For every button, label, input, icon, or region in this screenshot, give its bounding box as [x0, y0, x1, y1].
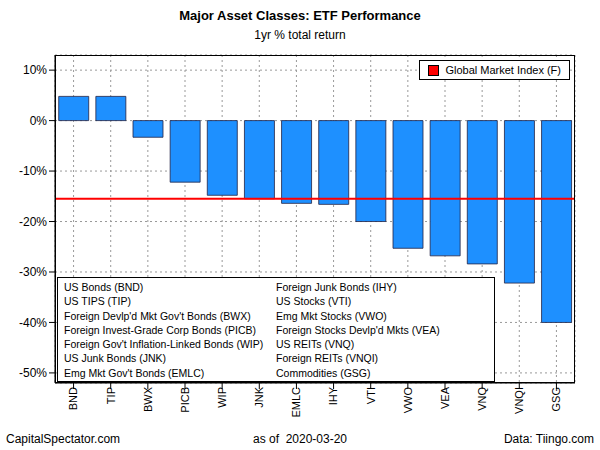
svg-text:IHY: IHY: [327, 386, 339, 405]
html-text:Foreign REITs (VNQI): Foreign REITs (VNQI): [276, 352, 379, 365]
svg-text:PICB: PICB: [179, 387, 191, 413]
svg-text:-10%: -10%: [19, 164, 47, 178]
svg-text:VWO: VWO: [402, 387, 414, 414]
html-text:US Stocks (VTI): US Stocks (VTI): [276, 295, 352, 308]
svg-text:BWX: BWX: [142, 386, 154, 412]
svg-text:JNK: JNK: [253, 386, 265, 407]
svg-text:TIP: TIP: [105, 387, 117, 404]
html-text:Data: Tiingo.com: Data: Tiingo.com: [504, 432, 594, 446]
html-text:Foreign Invest-Grade Corp Bond: Foreign Invest-Grade Corp Bonds (PICB): [64, 323, 256, 336]
svg-text:-20%: -20%: [19, 215, 47, 229]
svg-text:EMLC: EMLC: [290, 387, 302, 418]
svg-text:GSG: GSG: [550, 387, 562, 411]
html-text:US Junk Bonds (JNK): US Junk Bonds (JNK): [64, 352, 167, 365]
html-text:Major Asset Classes: ETF Perfo: Major Asset Classes: ETF Performance: [179, 8, 421, 23]
svg-text:VNQI: VNQI: [513, 387, 525, 414]
html-text:Emg Mkt Stocks (VWO): Emg Mkt Stocks (VWO): [276, 309, 387, 322]
html-text:Global Market Index (F): Global Market Index (F): [445, 64, 561, 76]
html-text:1yr % total return: 1yr % total return: [254, 28, 346, 42]
html-text:Foreign Junk Bonds (IHY): Foreign Junk Bonds (IHY): [276, 281, 397, 293]
html-text:Foreign Stocks Devlp'd Mkts (V: Foreign Stocks Devlp'd Mkts (VEA): [276, 323, 440, 336]
html-text:Foreign Devlp'd Mkt Gov't Bond: Foreign Devlp'd Mkt Gov't Bonds (BWX): [64, 309, 251, 322]
html-text:Commodities (GSG): Commodities (GSG): [276, 366, 371, 379]
svg-text:-40%: -40%: [19, 316, 47, 330]
svg-text:VTI: VTI: [365, 387, 377, 404]
html-text:CapitalSpectator.com: CapitalSpectator.com: [6, 432, 121, 446]
svg-text:WIP: WIP: [216, 387, 228, 408]
html-text:as of 2020-03-20: as of 2020-03-20: [253, 432, 347, 446]
html-text:US TIPS (TIP): US TIPS (TIP): [64, 295, 131, 308]
html-text:US REITs (VNQ): US REITs (VNQ): [276, 338, 355, 351]
svg-text:10%: 10%: [23, 63, 47, 77]
svg-text:VNQ: VNQ: [476, 387, 488, 411]
svg-text:VEA: VEA: [439, 386, 451, 409]
svg-text:BND: BND: [67, 387, 79, 410]
svg-text:0%: 0%: [30, 114, 48, 128]
html-text:Foreign Gov't Inflation-Linked: Foreign Gov't Inflation-Linked Bonds (WI…: [64, 338, 264, 351]
html-text:Emg Mkt Gov't Bonds (EMLC): Emg Mkt Gov't Bonds (EMLC): [64, 366, 205, 379]
svg-text:-30%: -30%: [19, 265, 47, 279]
html-text:US Bonds (BND): US Bonds (BND): [64, 281, 144, 293]
svg-text:-50%: -50%: [19, 366, 47, 380]
